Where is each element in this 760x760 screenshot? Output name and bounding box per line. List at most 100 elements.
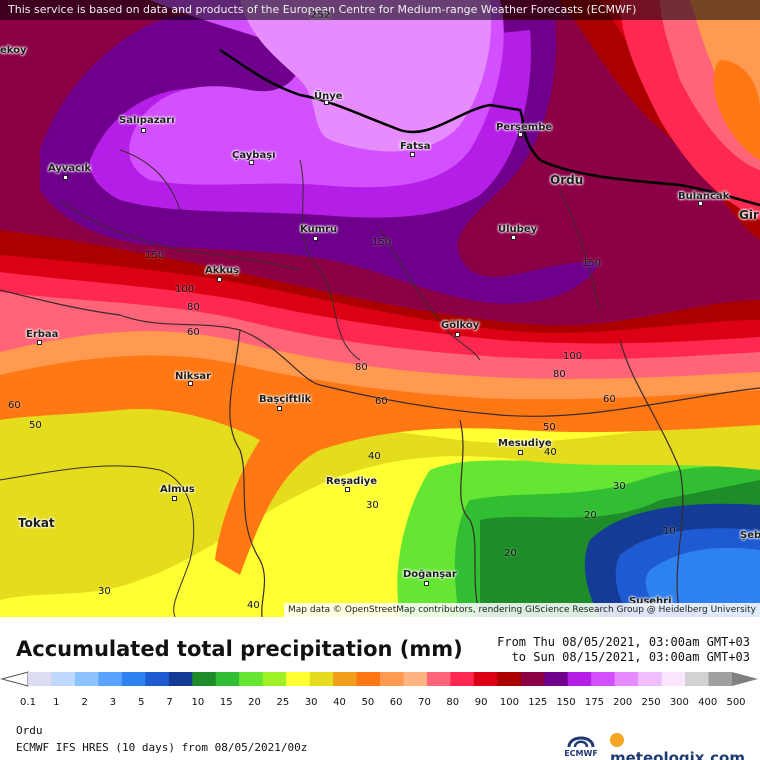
city-label-ulubey: Ulubey: [498, 224, 538, 235]
contour-label: 40: [247, 600, 260, 611]
scale-swatch: [403, 672, 428, 686]
scale-swatch: [145, 672, 170, 686]
scale-tick-label: 175: [584, 697, 604, 708]
meteologix-logo-icon: [610, 733, 624, 747]
contour-label: 10: [663, 526, 676, 537]
ecmwf-attribution: This service is based on data and produc…: [0, 0, 760, 20]
scale-tick-label: 5: [138, 697, 145, 708]
scale-swatch: [51, 672, 76, 686]
ecmwf-logo: ECMWF: [564, 736, 598, 757]
scale-tick-label: 3: [109, 697, 117, 708]
scale-swatch: [520, 672, 545, 686]
city-marker: [424, 581, 429, 586]
scale-tick-label: 15: [219, 697, 233, 708]
city-label-kumru: Kumru: [300, 224, 338, 235]
contour-label: 80: [187, 302, 200, 313]
precipitation-map[interactable]: This service is based on data and produc…: [0, 0, 760, 617]
meteologix-brand-text: meteologix.com: [610, 749, 745, 760]
city-marker: [249, 160, 254, 165]
city-label-persembe: Perşembe: [496, 122, 553, 133]
scale-swatch: [98, 672, 123, 686]
scale-swatch: [685, 672, 710, 686]
scale-swatch: [309, 672, 334, 686]
city-label-unye: Ünye: [314, 91, 343, 102]
contour-label: 150: [372, 237, 392, 248]
osm-attribution: Map data © OpenStreetMap contributors, r…: [284, 603, 760, 617]
scale-tick-label: 70: [418, 697, 431, 708]
city-label-bascitlik: Başçiftlik: [259, 394, 312, 405]
city-label-ordu: Ordu: [550, 173, 584, 187]
scale-swatch: [638, 672, 663, 686]
city-label-akkus: Akkuş: [205, 265, 240, 276]
city-marker: [345, 487, 350, 492]
scale-swatch: [544, 672, 569, 686]
city-marker: [37, 340, 42, 345]
city-label-mesudiye: Mesudiye: [498, 438, 552, 449]
scale-swatch: [262, 672, 287, 686]
scale-tick-label: 90: [474, 697, 488, 708]
contour-label: 50: [29, 420, 42, 431]
city-label-tokat: Tokat: [18, 516, 55, 530]
city-marker: [455, 332, 460, 337]
scale-tick-label: 200: [613, 697, 633, 708]
city-marker: [188, 381, 193, 386]
meteologix-brand[interactable]: meteologix.com: [610, 731, 760, 760]
scale-tick-label: 125: [528, 697, 548, 708]
scale-max-arrow: [732, 672, 758, 686]
scale-tick-label: 30: [304, 697, 318, 708]
color-scale-bar: [0, 669, 760, 689]
scale-tick-label: 1: [53, 697, 60, 708]
contour-label: 40: [544, 447, 557, 458]
scale-swatch: [708, 672, 733, 686]
scale-tick-label: 80: [446, 697, 460, 708]
scale-tick-label: 0.1: [20, 697, 36, 708]
legend-from-date: From Thu 08/05/2021, 03:00am GMT+03: [497, 635, 750, 649]
scale-swatch: [473, 672, 498, 686]
city-marker: [141, 128, 146, 133]
scale-swatch: [333, 672, 358, 686]
city-label-resadiye: Reşadiye: [326, 476, 378, 487]
city-label-bulancak: Bulancak: [678, 191, 730, 202]
city-label-erbaa: Erbaa: [26, 329, 59, 340]
contour-label: 80: [355, 362, 368, 373]
footer-location: Ordu: [16, 724, 43, 737]
city-label-ekoy: ekoy: [0, 45, 27, 56]
scale-swatch: [168, 672, 193, 686]
contour-label: 40: [368, 451, 381, 462]
scale-swatch: [28, 672, 52, 686]
contour-label: 30: [98, 586, 111, 597]
footer-model: ECMWF IFS HRES (10 days) from 08/05/2021…: [16, 741, 308, 754]
contour-label: 80: [553, 369, 566, 380]
contour-label: 50: [543, 422, 556, 433]
scale-tick-label: 20: [248, 697, 261, 708]
contour-label: 60: [187, 327, 200, 338]
scale-min-arrow: [0, 671, 29, 687]
contour-label: 150: [582, 258, 602, 269]
contour-label: 30: [366, 500, 379, 511]
scale-swatch: [426, 672, 451, 686]
contour-label: 20: [584, 510, 597, 521]
city-marker: [63, 175, 68, 180]
contour-label: 100: [563, 351, 583, 362]
city-marker: [277, 406, 282, 411]
scale-swatch: [74, 672, 99, 686]
scale-swatch: [239, 672, 264, 686]
scale-swatch: [192, 672, 217, 686]
city-label-seb: Şeb: [740, 530, 760, 541]
city-marker: [410, 152, 415, 157]
precipitation-contours: [0, 0, 760, 617]
legend-to-date: to Sun 08/15/2021, 03:00am GMT+03: [511, 650, 750, 664]
scale-swatch: [286, 672, 311, 686]
color-scale: [0, 671, 758, 687]
scale-tick-label: 7: [166, 697, 173, 708]
city-label-ayvacik: Ayvacık: [48, 163, 92, 174]
scale-tick-label: 400: [698, 697, 718, 708]
city-label-almus: Almus: [160, 484, 195, 495]
contour-label: 60: [603, 394, 616, 405]
scale-swatch: [567, 672, 592, 686]
contour-label: 100: [175, 284, 195, 295]
scale-swatch: [215, 672, 240, 686]
scale-tick-label: 50: [361, 697, 375, 708]
scale-tick-label: 40: [333, 697, 346, 708]
contour-label: 20: [504, 548, 517, 559]
